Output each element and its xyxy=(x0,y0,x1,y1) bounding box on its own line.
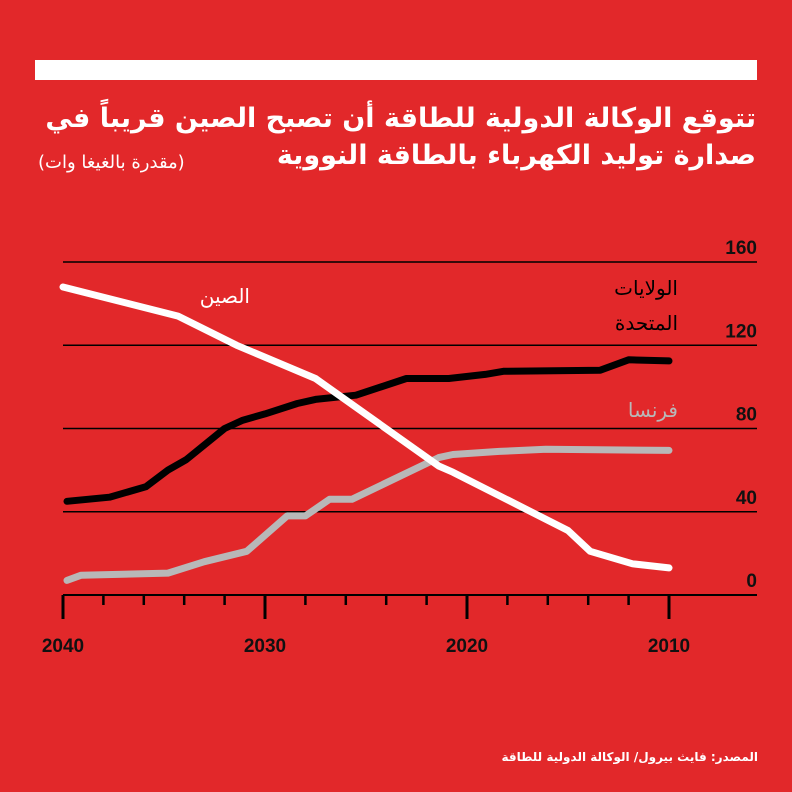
x-tick-label: 2040 xyxy=(42,636,84,657)
y-tick-label: 0 xyxy=(746,571,757,592)
y-tick-label: 40 xyxy=(736,488,757,509)
y-tick-label: 80 xyxy=(736,405,757,426)
label-france: فرنسا xyxy=(628,398,678,422)
chart-title: تتوقع الوكالة الدولية للطاقة أن تصبح الص… xyxy=(16,100,756,174)
title-line-1: تتوقع الوكالة الدولية للطاقة أن تصبح الص… xyxy=(45,103,756,134)
y-tick-label: 120 xyxy=(725,321,757,342)
france-line xyxy=(63,445,673,584)
x-tick-label: 2020 xyxy=(446,636,488,657)
top-bar xyxy=(35,60,757,80)
label-usa-1: الولايات xyxy=(614,276,678,300)
source-note: المصدر: فايث بيرول/ الوكالة الدولية للطا… xyxy=(501,750,758,764)
usa-line xyxy=(63,356,673,505)
y-tick-label: 160 xyxy=(725,238,757,259)
label-china: الصين xyxy=(200,284,250,308)
china-line xyxy=(59,283,673,572)
title-line-2: صدارة توليد الكهرباء بالطاقة النووية xyxy=(276,140,756,171)
x-tick-label: 2030 xyxy=(244,636,286,657)
chart-subtitle: (مقدرة بالغيغا وات) xyxy=(38,152,185,173)
x-tick-label: 2010 xyxy=(648,636,690,657)
label-usa-2: المتحدة xyxy=(615,311,678,335)
